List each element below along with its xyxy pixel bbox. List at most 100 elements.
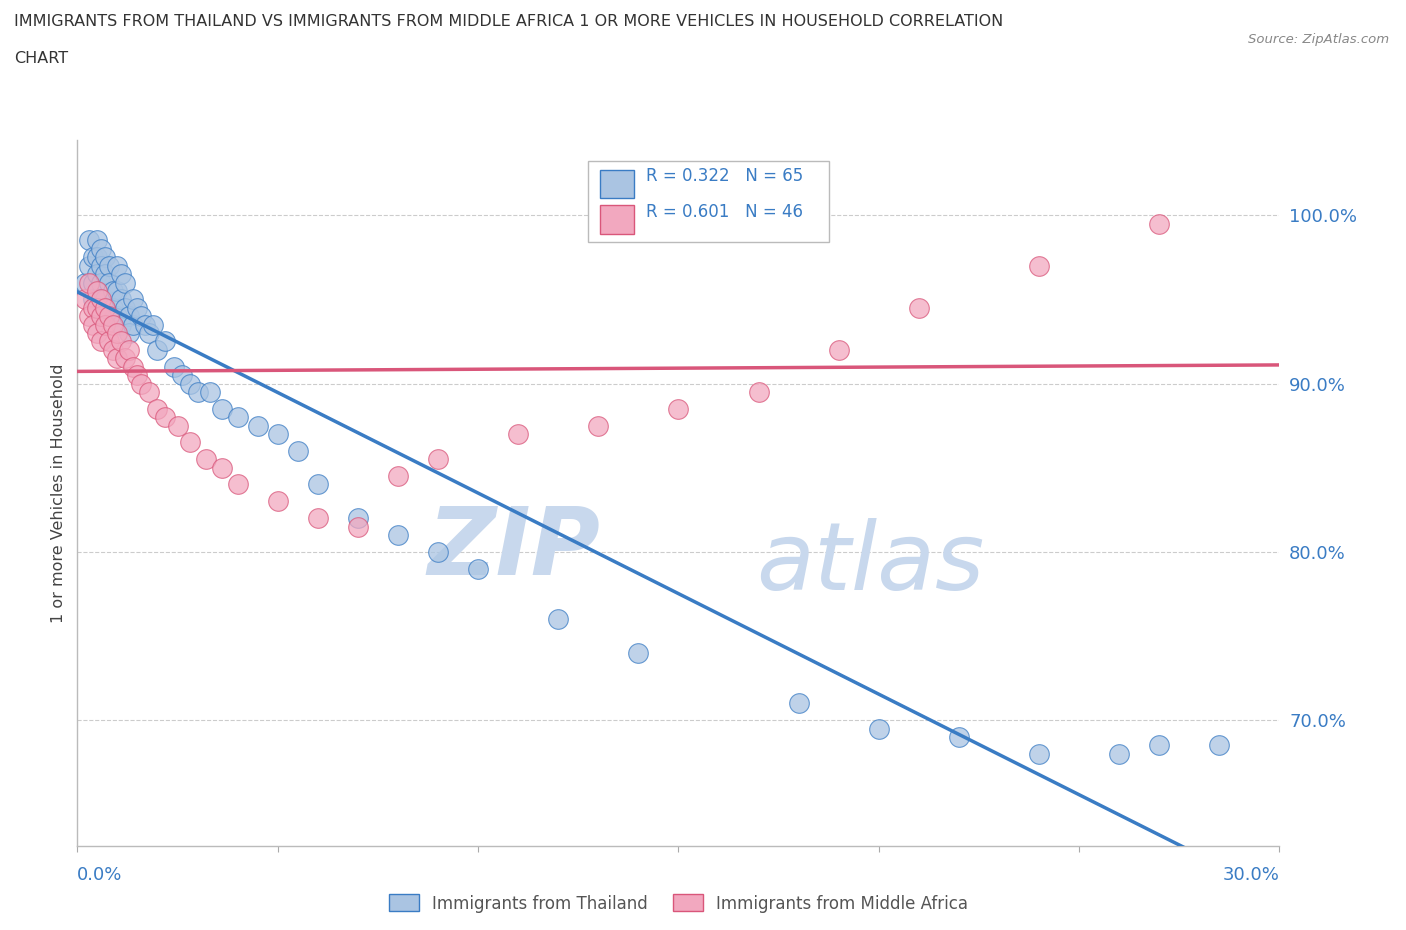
Point xyxy=(98,275,121,290)
Text: 0.0%: 0.0% xyxy=(77,867,122,884)
Point xyxy=(179,376,201,391)
Point xyxy=(198,384,221,399)
Point xyxy=(427,452,450,467)
Point xyxy=(387,527,409,542)
Point xyxy=(86,300,108,315)
Point xyxy=(211,402,233,417)
Point xyxy=(114,351,136,365)
Point xyxy=(122,359,145,374)
Point xyxy=(627,645,650,660)
Point xyxy=(110,317,132,332)
Point xyxy=(114,275,136,290)
Point xyxy=(155,410,177,425)
Point xyxy=(127,300,149,315)
Point xyxy=(75,292,97,307)
Text: R = 0.322   N = 65: R = 0.322 N = 65 xyxy=(645,167,803,185)
Point xyxy=(107,259,129,273)
Y-axis label: 1 or more Vehicles in Household: 1 or more Vehicles in Household xyxy=(51,363,66,623)
Text: ZIP: ZIP xyxy=(427,503,600,595)
Point xyxy=(86,233,108,248)
Point xyxy=(194,452,217,467)
Point xyxy=(908,300,931,315)
Point xyxy=(307,511,329,525)
Point xyxy=(103,342,125,357)
Point xyxy=(134,317,156,332)
Bar xyxy=(600,206,634,233)
Point xyxy=(82,275,104,290)
Point xyxy=(170,367,193,382)
Point xyxy=(79,275,101,290)
Point xyxy=(122,317,145,332)
Point xyxy=(94,317,117,332)
Point xyxy=(226,477,249,492)
Point xyxy=(118,342,141,357)
Point xyxy=(90,292,112,307)
Point xyxy=(1028,746,1050,761)
Point xyxy=(828,342,851,357)
Point xyxy=(307,477,329,492)
Point xyxy=(588,418,610,433)
Point xyxy=(79,233,101,248)
Point xyxy=(127,367,149,382)
Point xyxy=(131,309,153,324)
Point xyxy=(1108,746,1130,761)
Point xyxy=(547,612,569,627)
Point xyxy=(103,317,125,332)
Point xyxy=(98,309,121,324)
Point xyxy=(142,317,165,332)
Text: Source: ZipAtlas.com: Source: ZipAtlas.com xyxy=(1249,33,1389,46)
Point xyxy=(179,435,201,450)
Point xyxy=(98,334,121,349)
Point xyxy=(107,351,129,365)
Point xyxy=(86,267,108,282)
Point xyxy=(146,342,169,357)
Point xyxy=(107,284,129,299)
Point xyxy=(211,460,233,475)
Point xyxy=(103,284,125,299)
Point xyxy=(86,292,108,307)
Point xyxy=(146,402,169,417)
Point xyxy=(90,334,112,349)
Point xyxy=(748,384,770,399)
Point xyxy=(94,292,117,307)
Point xyxy=(86,326,108,340)
Point xyxy=(387,469,409,484)
Text: atlas: atlas xyxy=(756,518,984,609)
Point xyxy=(94,300,117,315)
Point xyxy=(467,561,489,576)
Point xyxy=(75,275,97,290)
Point xyxy=(267,427,290,442)
Point xyxy=(186,384,209,399)
Point xyxy=(90,242,112,257)
Point xyxy=(668,402,690,417)
Legend: Immigrants from Thailand, Immigrants from Middle Africa: Immigrants from Thailand, Immigrants fro… xyxy=(382,888,974,919)
Point xyxy=(107,309,129,324)
Point xyxy=(118,309,141,324)
Point xyxy=(98,259,121,273)
Point xyxy=(82,250,104,265)
Point xyxy=(226,410,249,425)
Point xyxy=(347,519,370,534)
Point xyxy=(114,300,136,315)
Point xyxy=(79,309,101,324)
Point xyxy=(94,267,117,282)
Text: IMMIGRANTS FROM THAILAND VS IMMIGRANTS FROM MIDDLE AFRICA 1 OR MORE VEHICLES IN : IMMIGRANTS FROM THAILAND VS IMMIGRANTS F… xyxy=(14,14,1004,29)
Point xyxy=(246,418,269,433)
Point xyxy=(94,250,117,265)
Point xyxy=(948,729,970,744)
Point xyxy=(79,259,101,273)
Point xyxy=(110,267,132,282)
Point xyxy=(82,317,104,332)
Point xyxy=(166,418,188,433)
Point xyxy=(787,696,810,711)
Point xyxy=(427,544,450,559)
Point xyxy=(1149,216,1171,231)
Point xyxy=(347,511,370,525)
Point xyxy=(82,292,104,307)
Point xyxy=(122,292,145,307)
Point xyxy=(267,494,290,509)
Bar xyxy=(600,170,634,198)
Point xyxy=(86,284,108,299)
Point xyxy=(110,292,132,307)
Text: 30.0%: 30.0% xyxy=(1223,867,1279,884)
